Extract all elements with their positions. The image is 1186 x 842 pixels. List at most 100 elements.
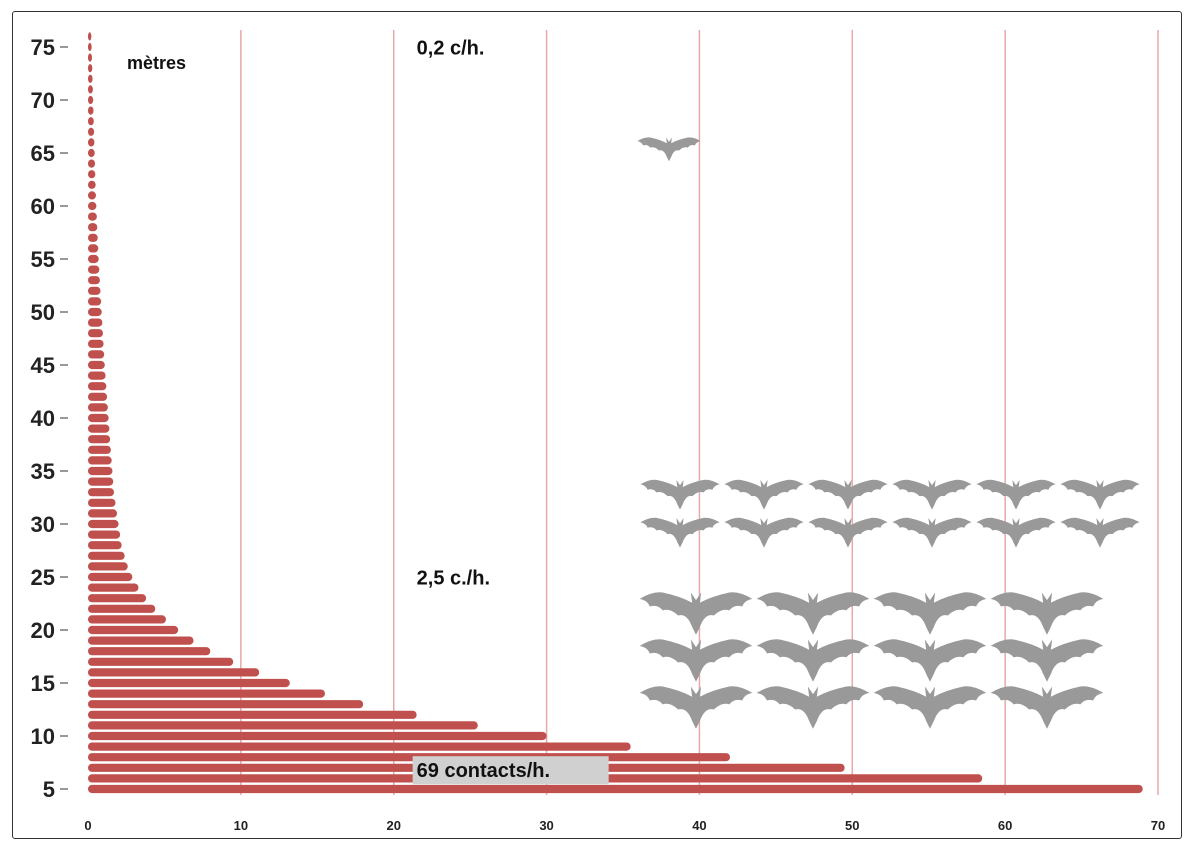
bar xyxy=(88,255,99,263)
x-tick-label: 20 xyxy=(386,818,400,833)
y-tick-label: 65 xyxy=(31,141,55,166)
bar xyxy=(88,668,259,676)
bar xyxy=(88,626,178,634)
bar xyxy=(88,700,363,708)
bar xyxy=(88,223,97,231)
bar xyxy=(88,732,547,740)
bat-icon xyxy=(1060,518,1139,548)
bar xyxy=(88,361,105,369)
bar xyxy=(88,128,94,136)
y-tick-label: 75 xyxy=(31,35,55,60)
bar xyxy=(88,329,103,337)
bar xyxy=(88,64,92,72)
x-tick-label: 60 xyxy=(998,818,1012,833)
bar xyxy=(88,350,104,358)
bar xyxy=(88,403,108,411)
bat-icon xyxy=(637,137,700,161)
bar xyxy=(88,149,95,157)
bar xyxy=(88,202,96,210)
annotation-label: 2,5 c./h. xyxy=(417,567,490,589)
bar xyxy=(88,382,106,390)
bar xyxy=(88,32,91,40)
bar xyxy=(88,191,96,199)
bar xyxy=(88,75,93,83)
bat-icon xyxy=(640,480,719,510)
bar xyxy=(88,43,92,51)
bar xyxy=(88,372,106,380)
annotation-label: 69 contacts/h. xyxy=(417,760,550,782)
bat-icon xyxy=(991,686,1104,728)
bar xyxy=(88,170,95,178)
bar xyxy=(88,637,193,645)
bat-icon xyxy=(874,686,987,728)
bar xyxy=(88,605,155,613)
bar xyxy=(88,690,325,698)
bar xyxy=(88,615,166,623)
bar xyxy=(88,499,116,507)
bar xyxy=(88,711,417,719)
bar xyxy=(88,562,128,570)
bar xyxy=(88,531,120,539)
y-axis-ticks: 5 10 15 20 25 30 35 40 45 50 55 60 65 70 75 xyxy=(31,35,68,802)
bar xyxy=(88,54,92,62)
bar xyxy=(88,85,93,93)
bar xyxy=(88,393,107,401)
bar xyxy=(88,308,102,316)
bar xyxy=(88,446,111,454)
bar xyxy=(88,679,290,687)
y-tick-label: 5 xyxy=(43,777,55,802)
x-tick-label: 10 xyxy=(234,818,248,833)
bar xyxy=(88,753,730,761)
bat-icon xyxy=(976,518,1055,548)
bar xyxy=(88,107,94,115)
y-tick-label: 20 xyxy=(31,618,55,643)
bat-icon xyxy=(808,518,887,548)
bar xyxy=(88,340,104,348)
y-tick-label: 35 xyxy=(31,459,55,484)
bat-icon xyxy=(874,639,987,681)
bat-icon xyxy=(640,639,753,681)
x-tick-label: 30 xyxy=(539,818,553,833)
bar xyxy=(88,266,99,274)
bat-icon xyxy=(976,480,1055,510)
x-tick-label: 50 xyxy=(845,818,859,833)
bat-icon xyxy=(892,518,971,548)
bat-icon xyxy=(991,592,1104,634)
bat-icon xyxy=(1060,480,1139,510)
bar xyxy=(88,658,233,666)
bar xyxy=(88,435,110,443)
bar xyxy=(88,425,109,433)
bat-icon xyxy=(724,480,803,510)
bar xyxy=(88,785,1143,793)
annotations: 0,2 c/h. 2,5 c./h. 69 contacts/h. xyxy=(413,37,609,784)
bat-icons xyxy=(637,137,1139,728)
bar xyxy=(88,467,112,475)
bar xyxy=(88,594,146,602)
y-tick-label: 50 xyxy=(31,300,55,325)
bar xyxy=(88,584,138,592)
bar xyxy=(88,573,132,581)
annotation-label: 0,2 c/h. xyxy=(417,37,485,59)
bat-icon xyxy=(991,639,1104,681)
bat-icon xyxy=(640,518,719,548)
bar xyxy=(88,117,94,125)
bat-icon xyxy=(724,518,803,548)
bar xyxy=(88,276,100,284)
bar xyxy=(88,478,113,486)
x-tick-label: 40 xyxy=(692,818,706,833)
bar xyxy=(88,414,109,422)
y-tick-label: 45 xyxy=(31,353,55,378)
y-tick-label: 30 xyxy=(31,512,55,537)
bar xyxy=(88,647,210,655)
bar xyxy=(88,297,101,305)
bar xyxy=(88,96,93,104)
y-unit-label: mètres xyxy=(127,53,186,73)
gridlines xyxy=(241,30,1158,795)
bar xyxy=(88,213,97,221)
bar xyxy=(88,721,478,729)
bat-icon xyxy=(640,686,753,728)
y-tick-label: 60 xyxy=(31,194,55,219)
bar xyxy=(88,541,122,549)
y-tick-label: 40 xyxy=(31,406,55,431)
